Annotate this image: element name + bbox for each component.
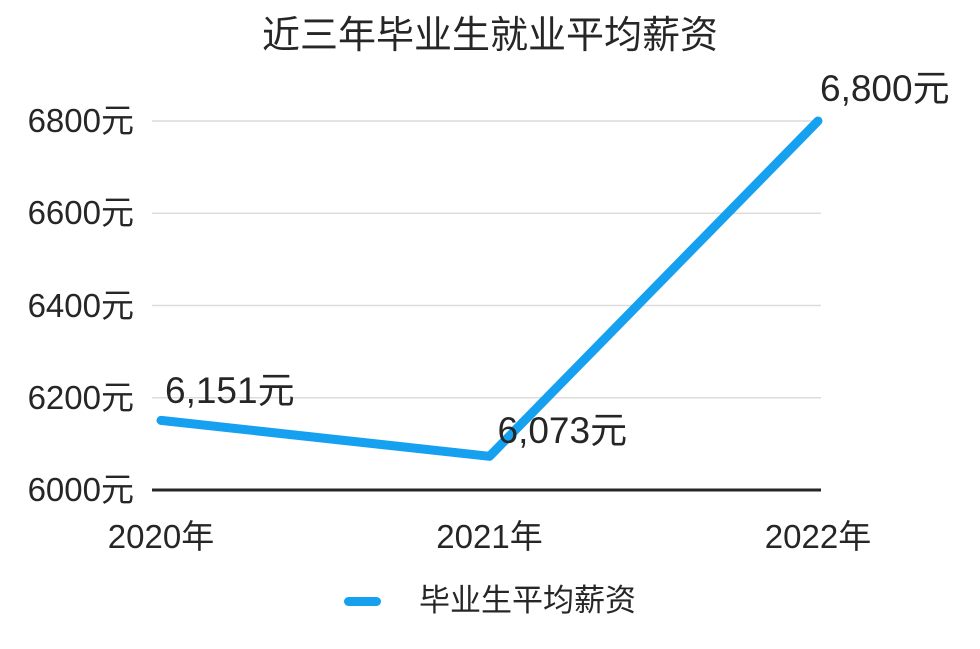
y-tick-label: 6600元 bbox=[27, 194, 134, 232]
x-tick-label: 2020年 bbox=[107, 518, 215, 555]
y-tick-label: 6800元 bbox=[27, 102, 134, 139]
gridlines bbox=[152, 120, 821, 399]
x-tick-label: 2021年 bbox=[436, 518, 543, 555]
y-tick-label: 6000元 bbox=[27, 471, 134, 508]
data-point-label: 6,800元 bbox=[820, 68, 950, 109]
data-point-label: 6,151元 bbox=[165, 370, 295, 412]
legend: 毕业生平均薪资 bbox=[0, 581, 980, 621]
data-point-label: 6,073元 bbox=[497, 410, 628, 452]
y-tick-label: 6400元 bbox=[27, 286, 134, 324]
chart-title: 近三年毕业生就业平均薪资 bbox=[261, 15, 718, 57]
x-tick-label: 2022年 bbox=[764, 518, 872, 555]
series-line bbox=[156, 116, 823, 461]
legend-series-label: 毕业生平均薪资 bbox=[419, 583, 636, 618]
y-tick-label: 6200元 bbox=[27, 378, 134, 416]
legend-line-marker bbox=[344, 596, 381, 606]
